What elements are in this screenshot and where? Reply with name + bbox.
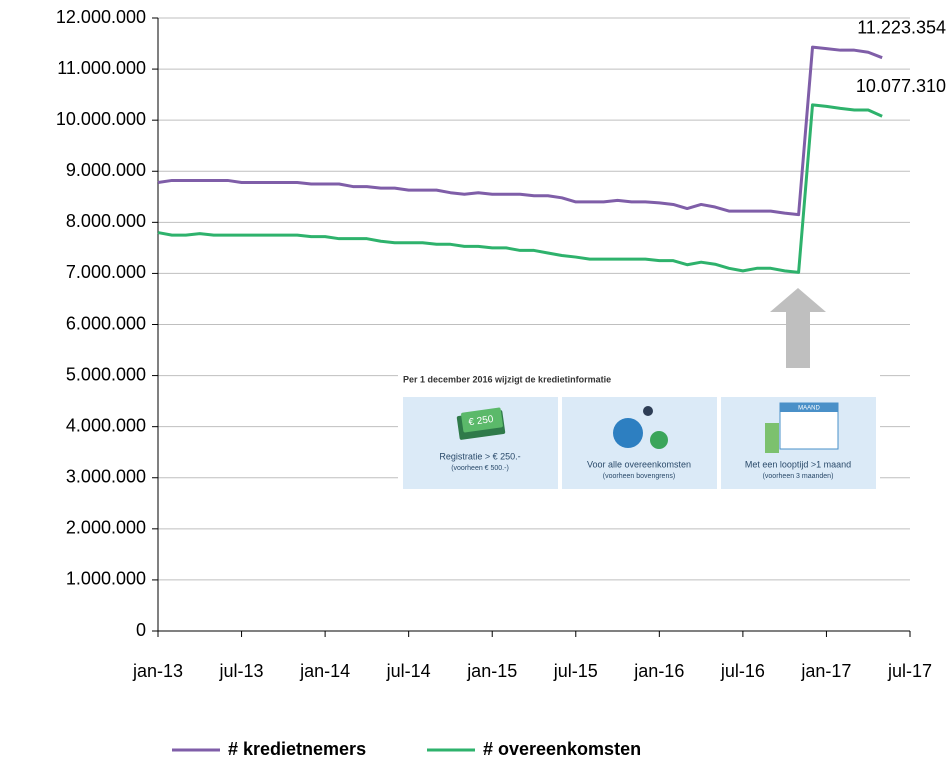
x-tick-label: jul-17	[887, 661, 932, 681]
y-tick-label: 8.000.000	[66, 211, 146, 231]
moneybag-icon	[650, 431, 668, 449]
y-tick-label: 12.000.000	[56, 7, 146, 27]
banknote-label: € 250	[468, 414, 495, 428]
moneybag-icon	[643, 406, 653, 416]
plot: 0 1.000.000 2.000.000 3.000.000 4.000.000 5.0…	[56, 7, 946, 759]
inset: Per 1 december 2016 wijzigt de kredietin…	[398, 368, 880, 492]
data-label: 10.077.310	[856, 76, 946, 96]
x-tick-label: jan-13	[132, 661, 183, 681]
inset-sub: (voorheen bovengrens)	[603, 473, 675, 480]
moneybag-icon	[613, 418, 643, 448]
x-tick-label: jul-14	[386, 661, 431, 681]
calendar-icon	[765, 423, 779, 453]
inset-sub: (voorheen € 500.-)	[451, 465, 509, 472]
y-tick-label: 9.000.000	[66, 160, 146, 180]
y-tick-label: 7.000.000	[66, 262, 146, 282]
y-tick-label: 5.000.000	[66, 364, 146, 384]
inset-panel	[562, 397, 717, 489]
x-tick-label: jul-13	[219, 661, 264, 681]
x-tick-label: jul-16	[720, 661, 765, 681]
inset-sub: (voorheen 3 maanden)	[763, 473, 834, 480]
series-line	[157, 103, 883, 274]
y-tick-label: 11.000.000	[57, 58, 146, 78]
legend-label: # overeenkomsten	[483, 739, 641, 759]
y-tick-label: 3.000.000	[66, 467, 146, 487]
y-tick-label: 10.000.000	[56, 109, 146, 129]
y-tick-label: 1.000.000	[66, 569, 146, 589]
legend-label: # kredietnemers	[228, 739, 366, 759]
inset-title: Per 1 december 2016 wijzigt de kredietin…	[403, 374, 611, 384]
x-tick-label: jan-15	[466, 661, 517, 681]
banknote-icon	[461, 407, 503, 433]
inset-label: Registratie > € 250.-	[439, 451, 520, 461]
arrow	[770, 288, 826, 368]
y-tick-label: 0	[136, 620, 146, 640]
calendar-label: MAAND	[798, 406, 820, 412]
y-tick-label: 4.000.000	[66, 415, 146, 435]
x-tick-label: jul-15	[553, 661, 598, 681]
calendar-icon	[780, 403, 838, 412]
data-label: 11.223.354	[857, 17, 946, 37]
inset-label: Voor alle overeenkomsten	[587, 459, 691, 469]
x-tick-label: jan-17	[800, 661, 851, 681]
x-tick-label: jan-14	[299, 661, 350, 681]
y-tick-label: 2.000.000	[66, 518, 146, 538]
y-tick-label: 6.000.000	[66, 313, 146, 333]
x-tick-label: jan-16	[633, 661, 684, 681]
inset-label: Met een looptijd >1 maand	[745, 459, 851, 469]
series-line	[157, 45, 883, 217]
